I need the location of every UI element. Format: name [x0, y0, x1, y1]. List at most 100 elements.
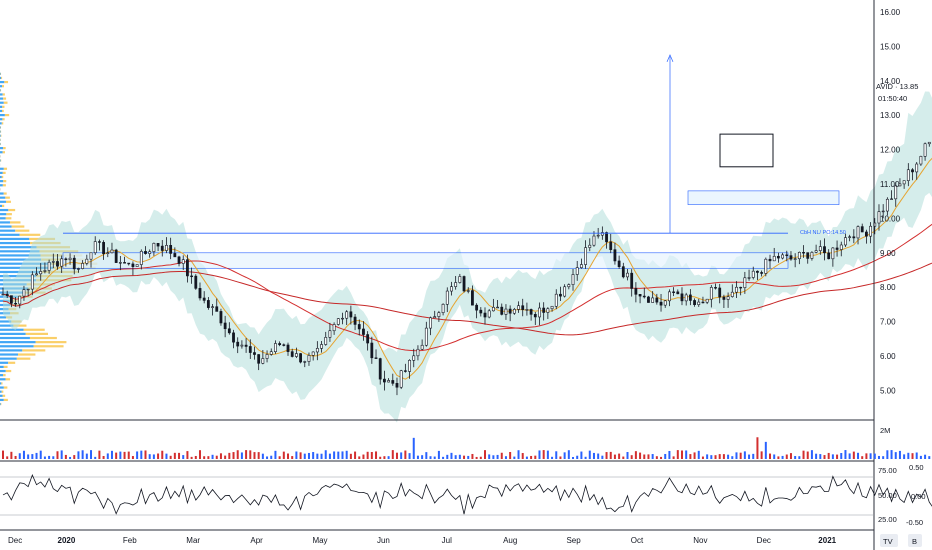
profile-bar-yellow	[23, 328, 45, 331]
candle-body	[659, 301, 663, 306]
volume-bar	[836, 454, 839, 459]
profile-bar-yellow	[1, 76, 3, 80]
candle-body	[797, 252, 801, 260]
profile-bar-blue	[0, 196, 6, 199]
time-tick-label: Mar	[186, 536, 200, 545]
candle-body	[626, 272, 629, 278]
volume-bar	[756, 437, 759, 459]
candle-body	[294, 353, 298, 357]
price-tick-label: 10.00	[880, 214, 901, 223]
candle-body	[588, 244, 592, 248]
volume-bar	[77, 451, 80, 459]
profile-bar-yellow	[2, 184, 6, 187]
profile-bar-yellow	[35, 341, 67, 344]
profile-bar-blue	[0, 365, 4, 369]
profile-bar-blue	[0, 349, 23, 352]
volume-bar	[324, 450, 327, 459]
profile-bar-blue	[0, 221, 10, 224]
candle-body	[546, 308, 550, 313]
volume-bar	[710, 455, 713, 459]
volume-bar	[94, 456, 97, 459]
candle-body	[399, 370, 403, 388]
profile-bar-yellow	[5, 369, 12, 373]
volume-bar	[815, 453, 818, 459]
profile-bar-yellow	[33, 345, 64, 348]
candle-body	[592, 235, 596, 246]
volume-bar	[85, 453, 88, 459]
volume-bar	[148, 454, 151, 459]
profile-bar-blue	[0, 390, 2, 393]
price-tick-label: 9.00	[880, 249, 896, 258]
volume-bar	[362, 454, 365, 459]
volume-bar	[140, 450, 143, 459]
profile-bar-yellow	[1, 109, 4, 113]
volume-bar	[169, 455, 172, 459]
profile-bar-yellow	[1, 85, 5, 88]
volume-bar	[605, 452, 608, 459]
tradingview-logo-icon[interactable]: TV	[880, 534, 898, 547]
profile-bar-yellow	[0, 130, 2, 133]
candle-body	[336, 318, 340, 325]
volume-bar	[391, 450, 394, 459]
volume-bar	[27, 454, 30, 459]
candle-body	[173, 253, 177, 258]
volume-bar	[119, 451, 122, 459]
settings-icon[interactable]: B	[908, 534, 922, 547]
profile-bar-yellow	[29, 336, 57, 340]
profile-bar-blue	[0, 97, 4, 100]
candle-body	[563, 286, 567, 297]
volume-bar	[282, 451, 285, 459]
candle-body	[621, 266, 625, 278]
volume-bar	[433, 456, 436, 459]
candles	[1, 141, 931, 396]
volume-bar	[274, 450, 277, 459]
candle-body	[47, 261, 51, 271]
oscillator-left-tick-25: 25.00	[878, 515, 897, 524]
profile-bar-yellow	[2, 105, 5, 108]
profile-bar-yellow	[6, 200, 11, 203]
candle-body	[450, 286, 453, 292]
volume-bar	[852, 451, 855, 459]
volume-bar	[534, 455, 537, 459]
profile-bar-yellow	[2, 394, 6, 397]
volume-bar	[651, 454, 654, 459]
volume-bar	[517, 450, 520, 459]
volume-bar	[542, 450, 545, 459]
candle-body	[85, 258, 89, 264]
volume-bar	[278, 456, 281, 459]
candle-body	[471, 290, 474, 306]
support-zone	[62, 252, 789, 269]
price-tick-label: 16.00	[880, 8, 901, 17]
profile-bar-yellow	[19, 233, 41, 236]
profile-bar-yellow	[3, 386, 8, 389]
candle-body	[429, 317, 432, 329]
candle-body	[877, 211, 881, 224]
volume-bar	[735, 452, 738, 459]
volume-bar	[794, 456, 797, 459]
volume-bar	[123, 451, 126, 459]
profile-bar-blue	[0, 336, 30, 340]
volume-bar	[680, 450, 683, 459]
profile-bar-blue	[0, 332, 26, 335]
annotation-label: CbH NL/ PO:14.50	[800, 230, 846, 236]
volume-bar	[898, 450, 901, 459]
profile-bar-blue	[0, 233, 20, 236]
volume-bar	[245, 450, 248, 459]
candle-body	[655, 297, 659, 303]
time-tick-label: Sep	[566, 536, 581, 545]
breakout-zone	[687, 190, 840, 205]
volume-bar	[421, 455, 424, 459]
volume-bar	[312, 452, 315, 459]
candle-body	[898, 183, 902, 187]
profile-bar-yellow	[0, 402, 2, 406]
volume-bar	[102, 455, 105, 459]
candle-body	[487, 310, 491, 318]
oscillator-left-tick-50: 50.00	[878, 491, 897, 500]
candle-body	[823, 246, 826, 254]
ma-slow-line	[2, 262, 932, 336]
candle-body	[860, 226, 864, 233]
volume-bar	[383, 456, 386, 459]
candle-body	[605, 232, 608, 243]
volume-bar	[2, 450, 4, 459]
